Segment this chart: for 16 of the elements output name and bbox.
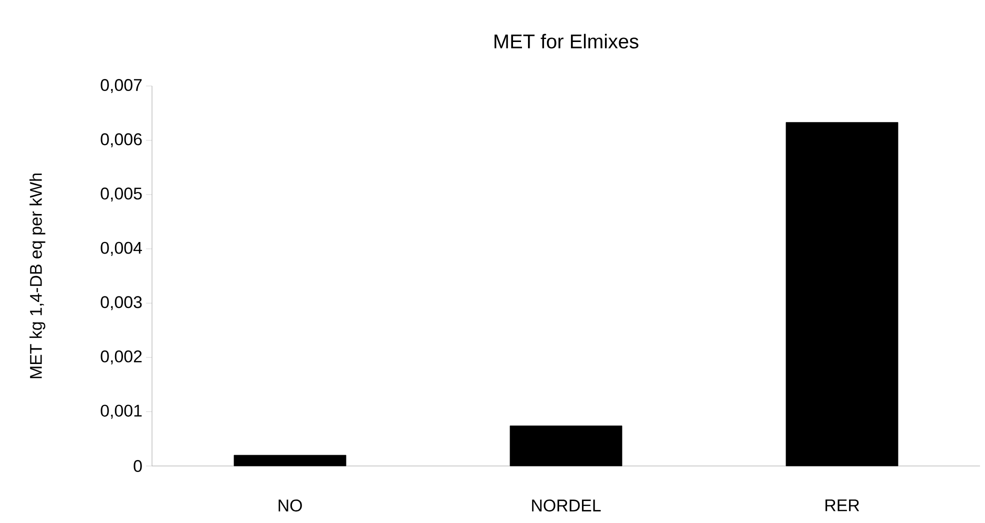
y-axis-title: MET kg 1,4-DB eq per kWh — [29, 174, 46, 378]
x-tick-label: NO — [278, 500, 302, 512]
y-tick-label: 0,001 — [100, 404, 142, 419]
chart-title: MET for Elmixes — [494, 34, 638, 48]
x-tick-label: NORDEL — [532, 500, 601, 512]
y-tick-label: 0,005 — [100, 188, 142, 202]
y-tick-label: 0 — [134, 460, 142, 472]
x-tick-label: RER — [826, 500, 860, 512]
bar — [510, 426, 622, 466]
y-tick-label: 0,006 — [100, 133, 142, 148]
y-tick-label: 0,004 — [100, 242, 142, 256]
bar — [234, 454, 346, 466]
y-tick-label: 0,007 — [100, 78, 142, 93]
y-tick-label: 0,003 — [100, 296, 142, 310]
y-tick-label: 0,002 — [100, 350, 142, 364]
bar — [786, 122, 898, 466]
